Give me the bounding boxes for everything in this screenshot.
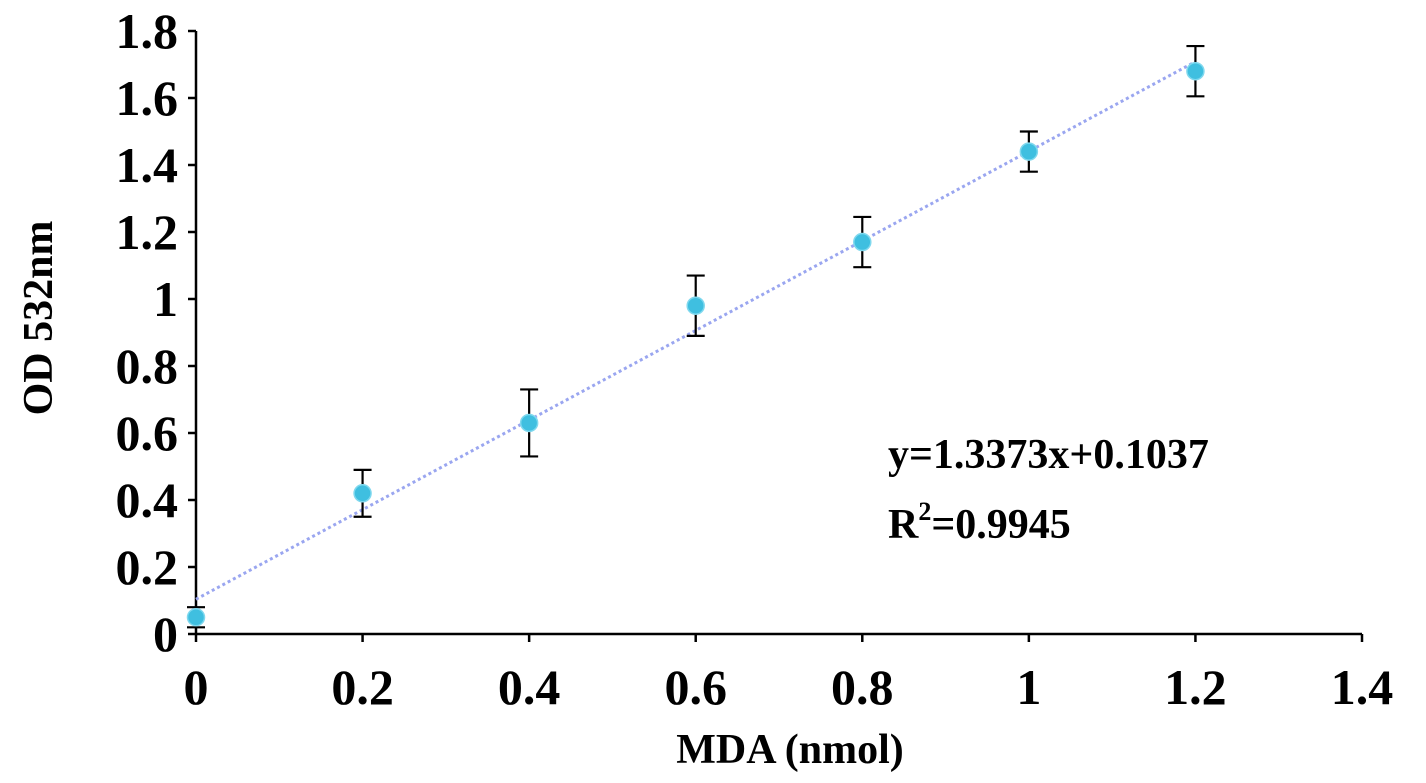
y-tick-label: 1.8 [116,3,179,59]
x-tick-label: 0.4 [498,659,561,715]
y-tick-label: 1.4 [116,137,179,193]
r-squared-exponent: 2 [918,497,931,526]
x-tick-label: 1.4 [1331,659,1394,715]
error-bars [187,44,1205,629]
y-axis-title: OD 532nm [16,221,62,416]
y-tick-label: 1.2 [116,204,179,260]
x-tick-label: 0.2 [331,659,394,715]
r-squared-value: =0.9945 [931,502,1070,548]
data-point [186,608,206,627]
y-tick-label: 1 [153,271,178,327]
axes [194,31,1362,636]
y-tick-label: 1.6 [116,70,179,126]
equation-label: y=1.3373x+0.1037 [888,432,1209,478]
y-tick-label: 0.6 [116,405,179,461]
r-squared-base: R [888,502,919,548]
x-tick-label: 0.8 [831,659,894,715]
data-point [1186,61,1205,81]
data-point [853,232,872,252]
data-point [686,296,705,315]
data-point [353,484,372,503]
y-tick-label: 0 [153,606,178,662]
x-axis-title: MDA (nmol) [676,727,903,773]
y-ticks: 0 0.2 0.4 0.6 0.8 1 1.2 1.4 1.6 1.8 [116,3,196,662]
data-point [1019,142,1039,161]
y-tick-label: 0.2 [116,539,179,595]
r-squared-label: R2=0.9945 [888,497,1071,548]
y-tick-label: 0.8 [116,338,179,394]
x-tick-label: 1 [1016,659,1041,715]
x-tick-label: 0 [184,659,209,715]
x-tick-label: 0.6 [664,659,727,715]
data-point [519,413,539,433]
x-ticks: 0 0.2 0.4 0.6 0.8 1 1.2 1.4 [184,634,1394,715]
x-tick-label: 1.2 [1164,659,1227,715]
data-points [186,61,1205,627]
y-tick-label: 0.4 [116,472,179,528]
